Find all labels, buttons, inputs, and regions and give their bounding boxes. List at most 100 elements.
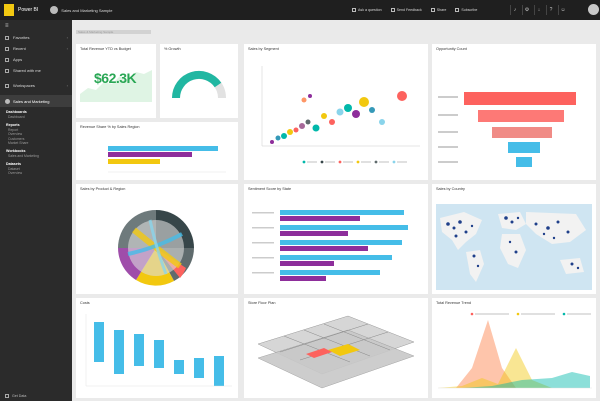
cost-column: [114, 330, 124, 374]
scatter-point: [270, 140, 274, 144]
area-chart: [438, 312, 592, 389]
funnel-bar: [516, 157, 532, 167]
sentiment-bar: [280, 210, 404, 215]
dashboard-canvas: Sales & Marketing Sample Total Revenue Y…: [72, 20, 600, 401]
region-bar: [108, 159, 160, 164]
tile-sentiment-bars[interactable]: Sentiment Score by State: [244, 184, 428, 294]
workspace-selector[interactable]: Sales and Marketing Sample: [50, 6, 112, 14]
star-icon: [5, 35, 9, 40]
cost-column: [154, 340, 164, 368]
sidebar-item-apps[interactable]: Apps: [0, 54, 72, 65]
tile-chord[interactable]: Sales by Product & Region: [76, 184, 238, 294]
tile-title: Revenue Share % by Sales Region: [80, 125, 140, 129]
tile-title: Total Revenue Trend: [436, 301, 472, 305]
scatter-point: [369, 107, 375, 113]
sentiment-bar: [280, 231, 348, 236]
arrow-icon: [5, 394, 9, 398]
tile-title: Sales by Product & Region: [80, 187, 126, 191]
region-bar-chart: [108, 146, 226, 173]
tile-costs[interactable]: Costs: [76, 298, 238, 398]
area-legend: [470, 312, 591, 316]
tile-floorplan[interactable]: Store Floor Plan: [244, 298, 428, 398]
tile-funnel[interactable]: Opportunity Count: [432, 44, 596, 180]
scatter-point: [397, 91, 407, 101]
sidebar-link[interactable]: Sales and Marketing: [8, 153, 39, 158]
map-landmass: [500, 234, 526, 268]
scatter-point: [344, 104, 352, 112]
sidebar-item-workspaces[interactable]: Workspaces ›: [0, 80, 72, 91]
costs-column-chart: [85, 314, 232, 387]
map-points: [446, 216, 580, 270]
tile-area[interactable]: Total Revenue Trend: [432, 298, 596, 398]
sidebar-link[interactable]: Dashboard: [8, 115, 25, 119]
ask-question-button[interactable]: Ask a question: [352, 8, 382, 12]
tile-title: Sentiment Score by State: [248, 187, 292, 191]
sidebar-item-shared[interactable]: Shared with me: [0, 65, 72, 76]
cost-column: [134, 334, 144, 366]
sidebar-section-dashboards: Dashboards Dashboard: [0, 110, 72, 120]
subscribe-button[interactable]: Subscribe: [455, 8, 477, 12]
powerbi-logo[interactable]: [4, 4, 14, 16]
tile-title: Store Floor Plan: [248, 301, 276, 305]
share-button[interactable]: Share: [430, 8, 446, 12]
sentiment-bars: [280, 210, 408, 281]
funnel-bar: [492, 127, 552, 138]
map-landmass: [466, 250, 484, 282]
scatter-point: [299, 123, 305, 129]
smiley-icon[interactable]: ☺: [558, 5, 567, 15]
sidebar-link[interactable]: Overview: [8, 132, 23, 137]
sidebar-link[interactable]: Overview: [8, 171, 23, 176]
sidebar-link[interactable]: Customers: [8, 136, 25, 141]
feedback-button[interactable]: Send Feedback: [390, 8, 422, 12]
share-icon: [430, 8, 435, 12]
sidebar-link[interactable]: Dataset: [8, 166, 20, 171]
tile-gauge[interactable]: % Growth: [160, 44, 238, 118]
download-icon[interactable]: ↓: [534, 5, 543, 15]
app-name: Power BI: [18, 7, 39, 13]
sidebar-section-datasets: Datasets Dataset Overview: [0, 162, 72, 176]
section-title: Reports: [6, 122, 20, 127]
scatter-point: [379, 119, 385, 125]
sentiment-bar: [280, 270, 380, 275]
bell-icon[interactable]: ♪: [510, 5, 519, 15]
tile-scatter[interactable]: Sales by Segment: [244, 44, 428, 180]
sidebar-item-favorites[interactable]: Favorites ›: [0, 32, 72, 43]
cost-column: [214, 356, 224, 386]
sentiment-bar: [280, 216, 360, 221]
share-icon: [5, 68, 9, 73]
section-title: Workbooks: [6, 148, 26, 153]
scatter-point: [293, 127, 299, 133]
feedback-icon: [390, 8, 395, 12]
scatter-point: [359, 97, 369, 107]
tile-region-bars[interactable]: Revenue Share % by Sales Region: [76, 122, 238, 180]
gear-icon[interactable]: ⚙: [522, 5, 531, 15]
sentiment-bar-chart: [252, 210, 408, 281]
cost-column: [174, 360, 184, 374]
sidebar-item-recent[interactable]: Recent ›: [0, 43, 72, 54]
chevron-right-icon: ›: [66, 46, 68, 51]
tile-title: Sales by Country: [436, 187, 465, 191]
tile-title: Sales by Segment: [248, 47, 279, 51]
get-data-button[interactable]: Get Data: [5, 394, 26, 398]
nav-collapse-button[interactable]: ≡: [5, 23, 9, 29]
sentiment-bar: [280, 261, 334, 266]
scatter-points: [270, 91, 407, 144]
workspace-avatar-icon: [5, 98, 10, 104]
sidebar-link[interactable]: Market Share: [8, 141, 29, 146]
area-series: [438, 320, 590, 388]
help-icon[interactable]: ?: [546, 5, 555, 15]
user-avatar[interactable]: [588, 4, 599, 15]
funnel-chart: [438, 92, 576, 167]
tile-map[interactable]: Sales by Country: [432, 184, 596, 294]
mail-icon: [455, 8, 460, 12]
section-title: Datasets: [6, 161, 21, 166]
clock-icon: [5, 46, 9, 51]
sentiment-bar: [280, 246, 368, 251]
tile-revenue-kpi[interactable]: Total Revenue YTD vs Budget $62.3K: [76, 44, 156, 118]
sidebar-current-workspace[interactable]: Sales and Marketing: [0, 95, 72, 107]
sidebar-link[interactable]: Report: [8, 127, 19, 132]
chevron-right-icon: ›: [66, 35, 68, 40]
area-series: [438, 372, 590, 388]
tile-title: Opportunity Count: [436, 47, 467, 51]
